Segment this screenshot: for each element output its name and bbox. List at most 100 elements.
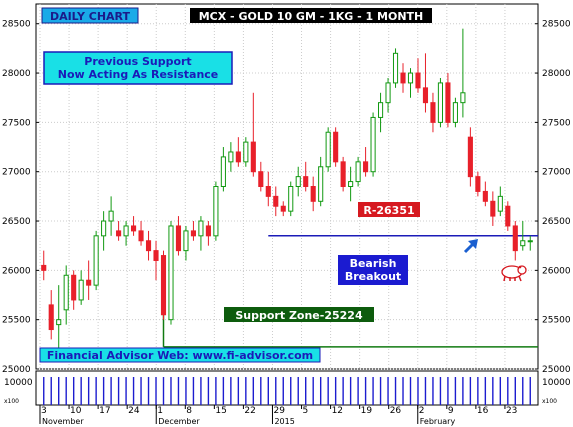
x-tick-label: 23: [506, 406, 517, 416]
volume-scale-label-right: x100: [542, 398, 557, 405]
y-axis-left: 25000 25500 26000 26500 27000 27500 28000 28500: [2, 20, 39, 375]
y-tick-label: 28000: [2, 69, 31, 79]
candle-body: [452, 102, 458, 123]
y-tick-label: 26000: [2, 266, 31, 276]
candle-body: [108, 210, 114, 222]
x-tick-label: 12: [332, 406, 343, 416]
month-label: 2015: [274, 417, 294, 426]
x-tick-label: 1: [157, 406, 163, 416]
x-tick-label: 26: [390, 406, 402, 416]
candle-body: [273, 195, 279, 207]
y-tick-label: 28500: [542, 20, 571, 30]
candle-body: [258, 171, 264, 187]
bearish-breakout-line1: Bearish: [350, 257, 397, 270]
month-label: December: [158, 417, 200, 426]
candle-body: [235, 151, 241, 163]
candle-body: [228, 151, 234, 163]
volume-panel-frame: [35, 370, 539, 406]
candle-body: [400, 72, 406, 84]
resistance-label-box: [358, 202, 420, 217]
candle-body: [475, 176, 481, 192]
resistance-label: R-26351: [363, 204, 414, 217]
chart-title: MCX - GOLD 10 GM - 1KG - 1 MONTH: [199, 10, 424, 23]
y-tick-label: 25500: [542, 316, 571, 326]
prev-support-note-line2: Now Acting As Resistance: [58, 68, 219, 81]
website-label-box: [39, 347, 321, 363]
x-tick-label: 5: [303, 406, 309, 416]
timeframe-label-box: [41, 7, 139, 24]
x-tick-label: 8: [186, 406, 192, 416]
candle-body: [385, 82, 391, 104]
candle-body: [348, 181, 354, 187]
candle-body: [175, 225, 182, 252]
volume-layer: [43, 377, 531, 405]
website-label: Financial Advisor Web: www.fi-advisor.co…: [47, 349, 313, 362]
x-tick-label: 24: [128, 406, 140, 416]
candle-body: [220, 156, 226, 188]
x-tick-label: 3: [41, 406, 47, 416]
candle-body: [78, 279, 84, 301]
candle-body: [482, 190, 488, 202]
x-tick-label: 9: [448, 406, 454, 416]
x-tick-label: 10: [70, 406, 82, 416]
volume-axis-label-left: 10000: [4, 378, 33, 388]
candle-body: [86, 279, 92, 286]
candle-body: [101, 220, 107, 237]
candle-body: [422, 87, 429, 104]
y-tick-label: 27500: [2, 118, 31, 128]
candle-body: [213, 186, 219, 237]
x-tick-label: 29: [273, 406, 285, 416]
candle-body: [437, 82, 443, 123]
volume-scale-label-left: x100: [4, 398, 19, 405]
candle-body: [280, 205, 286, 212]
y-tick-label: 28000: [542, 69, 571, 79]
candle-body: [333, 131, 339, 163]
x-tick-label: 15: [215, 406, 226, 416]
candle-body: [467, 136, 473, 178]
candle-body: [318, 166, 324, 202]
y-axis-right: 25000 25500 26000 26500 27000 27500 28000 28500: [535, 20, 571, 375]
month-label: November: [42, 417, 84, 426]
candle-body: [430, 102, 436, 123]
x-tick-label: 16: [477, 406, 489, 416]
candle-body: [243, 141, 249, 163]
candle-body: [131, 225, 137, 232]
candle-body: [41, 264, 47, 271]
y-tick-label: 25000: [2, 365, 31, 375]
bearish-breakout-box: [338, 255, 408, 285]
candle-body: [250, 141, 256, 173]
chart-title-box: [190, 8, 432, 23]
candle-body: [303, 176, 309, 187]
candle-body: [325, 131, 331, 168]
y-tick-label: 26500: [2, 217, 31, 227]
x-tick-label: 19: [361, 406, 373, 416]
candle-body: [490, 200, 496, 217]
candle-body: [378, 102, 384, 118]
y-tick-label: 25500: [2, 316, 31, 326]
x-tick-label: 17: [99, 406, 110, 416]
candle-body: [205, 225, 211, 237]
timeframe-label: DAILY CHART: [50, 10, 131, 23]
candle-body: [153, 250, 159, 261]
candle-body: [56, 319, 62, 326]
candle-body: [310, 186, 316, 202]
y-tick-label: 27000: [2, 168, 31, 178]
candle-body: [116, 230, 122, 237]
candle-body: [123, 225, 129, 237]
candle-body: [355, 161, 361, 183]
candle-body: [392, 52, 399, 84]
candle-body: [198, 220, 204, 237]
candle-body: [168, 225, 174, 321]
candle-body: [460, 92, 466, 104]
y-tick-label: 27000: [542, 168, 571, 178]
candle-body: [48, 304, 54, 331]
candle-body: [340, 161, 346, 188]
candles-layer: [41, 28, 533, 355]
candle-body: [363, 161, 369, 173]
support-zone-label-box: [224, 307, 374, 322]
month-label: February: [420, 417, 456, 426]
y-tick-label: 26500: [542, 217, 571, 227]
candle-body: [160, 255, 167, 316]
